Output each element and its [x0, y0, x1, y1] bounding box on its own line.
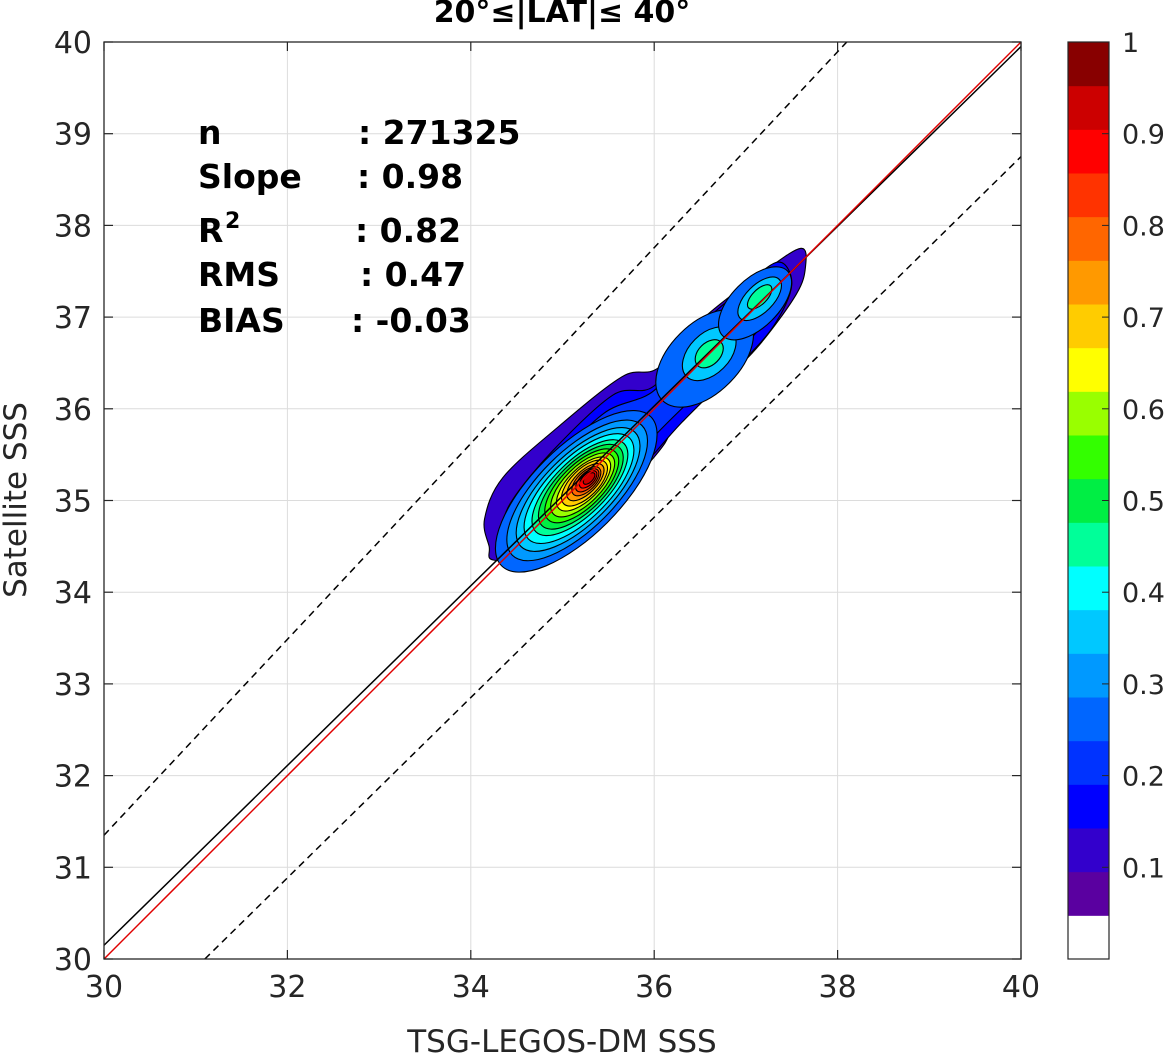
colorbar-segment	[1068, 871, 1109, 916]
x-tick-label: 30	[85, 970, 123, 1005]
colorbar-segment	[1068, 85, 1109, 130]
y-tick-label: 39	[54, 118, 92, 153]
y-tick-label: 36	[54, 393, 92, 428]
colorbar-tick-label: 0.1	[1122, 853, 1165, 884]
y-tick-label: 33	[54, 668, 92, 703]
x-tick-label: 38	[819, 970, 857, 1005]
colorbar-tick-label: 1	[1122, 28, 1139, 59]
colorbar-segment	[1068, 522, 1109, 567]
x-axis-label: TSG-LEGOS-DM SSS	[406, 1024, 716, 1055]
colorbar-segment	[1068, 697, 1109, 742]
colorbar-segment	[1068, 129, 1109, 174]
colorbar-tick-label: 0.2	[1122, 762, 1165, 793]
x-tick-label: 34	[452, 970, 490, 1005]
stat-value: : 271325	[358, 113, 520, 152]
colorbar-tick-label: 0.4	[1122, 578, 1165, 609]
y-tick-label: 35	[54, 485, 92, 520]
colorbar-segment	[1068, 915, 1109, 960]
stat-value: : -0.03	[351, 301, 471, 340]
y-tick-label: 32	[54, 760, 92, 795]
colorbar-segment	[1068, 260, 1109, 305]
colorbar-segment	[1068, 347, 1109, 392]
colorbar-segment	[1068, 435, 1109, 480]
lower-bound-line	[204, 156, 1021, 959]
one-to-one-line	[104, 46, 1021, 946]
x-tick-label: 36	[635, 970, 673, 1005]
stats-box: n : 271325 Slope : 0.98 R 2 : 0.82 RMS : 0.47 BIA…	[198, 113, 520, 340]
colorbar: 0.1 0.2 0.3 0.4 0.5 0.6 0.7 0.8 0.9 1	[1067, 28, 1165, 960]
colorbar-segment	[1068, 42, 1109, 87]
colorbar-segment	[1068, 653, 1109, 698]
stat-key: Slope	[198, 157, 302, 196]
colorbar-segment	[1068, 173, 1109, 218]
colorbar-tick-label: 0.6	[1122, 395, 1165, 426]
x-tick-label: 40	[1002, 970, 1040, 1005]
colorbar-segment	[1068, 828, 1109, 873]
colorbar-segment	[1068, 304, 1109, 349]
stat-key-superscript: 2	[225, 209, 240, 234]
stat-key: BIAS	[198, 301, 285, 340]
colorbar-segment	[1068, 216, 1109, 261]
y-tick-label: 38	[54, 209, 92, 244]
y-tick-label: 34	[54, 576, 92, 611]
x-tick-label: 32	[268, 970, 306, 1005]
colorbar-segment	[1068, 740, 1109, 785]
stat-value: : 0.47	[360, 255, 466, 294]
stat-key: R	[198, 211, 223, 250]
colorbar-tick-label: 0.5	[1122, 487, 1165, 518]
regression-line	[104, 42, 1021, 959]
reference-lines	[104, 42, 1021, 959]
colorbar-segment	[1068, 784, 1109, 829]
contour-lobe-top-3	[746, 284, 773, 310]
colorbar-tick-label: 0.3	[1122, 670, 1165, 701]
stat-key: RMS	[198, 255, 280, 294]
stat-value: : 0.98	[357, 157, 463, 196]
stat-value: : 0.82	[355, 211, 461, 250]
chart-title: 20°≤|LAT|≤ 40°	[434, 0, 691, 30]
y-axis-label: Satellite SSS	[0, 402, 34, 598]
upper-bound-line	[104, 42, 848, 836]
colorbar-tick-label: 0.9	[1122, 120, 1165, 151]
y-tick-label: 31	[54, 851, 92, 886]
y-tick-label: 37	[54, 301, 92, 336]
stat-key: n	[198, 113, 222, 152]
grid	[104, 42, 1021, 959]
y-tick-label: 30	[54, 943, 92, 978]
colorbar-segment	[1068, 566, 1109, 611]
colorbar-tick-label: 0.7	[1122, 303, 1165, 334]
y-tick-label: 40	[54, 26, 92, 61]
colorbar-segment	[1068, 391, 1109, 436]
colorbar-tick-label: 0.8	[1122, 211, 1165, 242]
axis-ticks: 30 32 34 36 38 40 30 31 32 33 34 35 36 37 38 39 40	[54, 26, 1040, 1005]
colorbar-segment	[1068, 609, 1109, 654]
